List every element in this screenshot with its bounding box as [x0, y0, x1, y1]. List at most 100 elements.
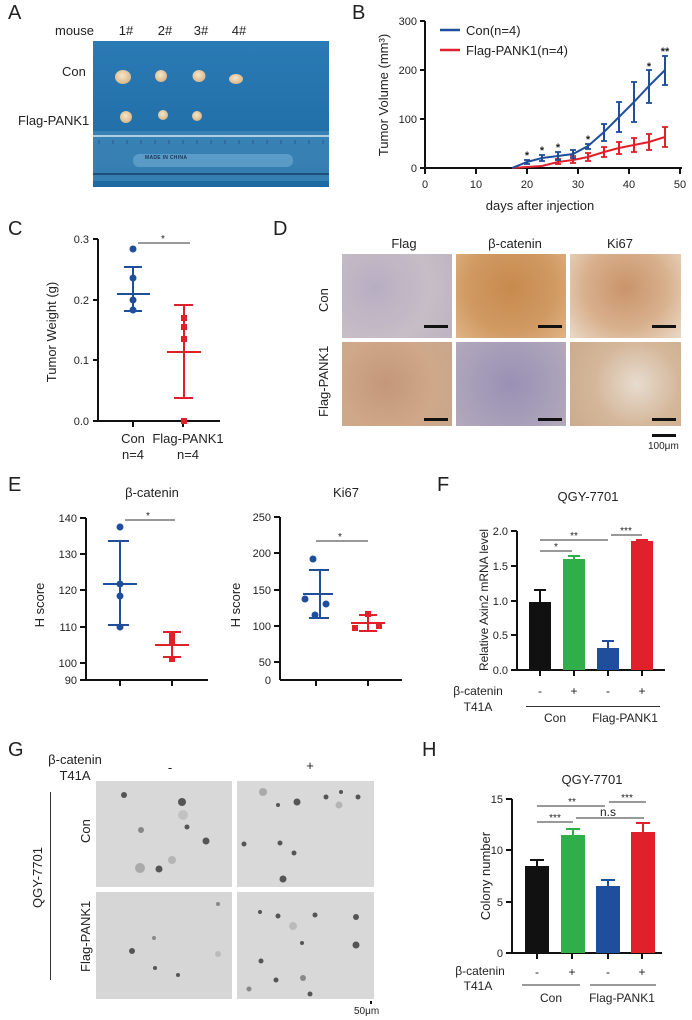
svg-text:250: 250: [253, 512, 271, 524]
ruler-text: MADE IN CHINA: [145, 155, 188, 161]
svg-text:0.3: 0.3: [74, 234, 89, 246]
svg-text:150: 150: [253, 585, 271, 597]
col-label-plus: +: [306, 758, 314, 773]
t41a-label-h: T41A: [463, 979, 493, 993]
scale-bar: [424, 418, 448, 421]
svg-text:0: 0: [422, 179, 428, 191]
svg-text:100: 100: [253, 621, 271, 633]
svg-text:Flag-PANK1: Flag-PANK1: [152, 431, 223, 446]
svg-text:β-catenin: β-catenin: [455, 964, 505, 978]
svg-text:n.s: n.s: [600, 805, 616, 819]
svg-text:50: 50: [674, 179, 686, 191]
mouse-1-label: 1#: [118, 23, 134, 38]
scale-bar: [652, 325, 676, 328]
panel-label-e: E: [8, 474, 22, 496]
svg-text:0.0: 0.0: [493, 665, 508, 677]
svg-text:110: 110: [59, 622, 77, 634]
t41a-label-f: T41A: [463, 700, 493, 714]
mouse-2-label: 2#: [157, 23, 173, 38]
svg-text:2.0: 2.0: [493, 526, 508, 538]
svg-text:100: 100: [59, 658, 77, 670]
svg-text:0.5: 0.5: [493, 630, 508, 642]
group-line-pank1: [592, 706, 660, 707]
svg-text:n=4: n=4: [177, 447, 199, 460]
group-label-pank1-h: Flag-PANK1: [589, 991, 655, 1005]
svg-text:Con(n=4): Con(n=4): [466, 23, 521, 38]
svg-text:10: 10: [470, 179, 482, 191]
svg-text:Ki67: Ki67: [333, 485, 359, 500]
svg-text:5: 5: [497, 897, 503, 909]
svg-text:+: +: [638, 965, 645, 979]
svg-text:-: -: [606, 965, 610, 979]
svg-text:Tumor Weight (g): Tumor Weight (g): [44, 282, 59, 382]
row-label-flag-pank1: Flag-PANK1: [316, 345, 331, 417]
col-label-minus: -: [167, 760, 173, 775]
panel-label-a: A: [8, 2, 22, 24]
row-label-flag-pank1: Flag-PANK1: [18, 113, 90, 128]
panel-label-d: D: [273, 218, 288, 240]
colony-bar-chart: QGY-7701 15 10 5 0 Colony number: [455, 772, 662, 986]
svg-text:*: *: [540, 145, 545, 157]
colony-photos: [96, 781, 374, 999]
svg-text:**: **: [568, 797, 576, 808]
ihc-pank1-flag: [342, 342, 452, 426]
svg-text:15: 15: [491, 794, 503, 806]
tumor-photo: [93, 41, 329, 187]
scale-bar: [424, 325, 448, 328]
ihc-con-beta-catenin: [456, 254, 566, 338]
svg-text:Con: Con: [121, 431, 145, 446]
svg-text:30: 30: [572, 179, 584, 191]
svg-text:n=4: n=4: [122, 447, 144, 460]
row-label-flag-pank1: Flag-PANK1: [78, 900, 93, 972]
svg-text:*: *: [554, 542, 558, 553]
scale-bar-g: [370, 1001, 372, 1004]
svg-text:0: 0: [411, 163, 417, 175]
svg-text:0.0: 0.0: [74, 416, 89, 428]
group-label-con: Con: [543, 711, 567, 725]
row-label-con: Con: [316, 288, 331, 312]
svg-text:***: ***: [621, 793, 633, 804]
svg-text:300: 300: [399, 16, 417, 28]
svg-text:H score: H score: [228, 583, 243, 628]
svg-text:*: *: [161, 234, 165, 245]
svg-text:40: 40: [623, 179, 635, 191]
row-label-con: Con: [78, 819, 93, 843]
group-line-con: [526, 706, 592, 707]
panel-label-b: B: [352, 2, 366, 24]
svg-text:-: -: [538, 684, 542, 698]
ihc-pank1-ki67: [570, 342, 681, 426]
scale-bar: [538, 418, 562, 421]
ihc-con-ki67: [570, 254, 681, 338]
svg-text:QGY-7701: QGY-7701: [558, 489, 619, 504]
svg-text:Relative Axin2 mRNA level: Relative Axin2 mRNA level: [477, 529, 491, 671]
ihc-con-flag: [342, 254, 452, 338]
svg-text:-: -: [535, 965, 539, 979]
axin2-bar-chart: QGY-7701 2.0 1.5 1.0 0.5 0.0 Relative Axin2…: [453, 489, 665, 698]
mouse-4-label: 4#: [231, 23, 247, 38]
svg-text:QGY-7701: QGY-7701: [562, 772, 623, 787]
svg-text:0: 0: [265, 675, 271, 687]
mouse-header: mouse: [55, 23, 95, 38]
panel-label-c: C: [8, 218, 23, 240]
panel-label-g: G: [8, 739, 24, 761]
svg-text:*: *: [146, 511, 150, 522]
svg-text:Colony number: Colony number: [478, 831, 493, 920]
col-label-flag: Flag: [391, 236, 417, 251]
scale-bar-label: 100μm: [648, 441, 679, 452]
svg-text:140: 140: [59, 513, 77, 525]
group-label-pank1: Flag-PANK1: [592, 711, 658, 725]
svg-text:+: +: [570, 684, 577, 698]
svg-text:+: +: [568, 965, 575, 979]
panel-label-h: H: [422, 739, 437, 761]
svg-text:20: 20: [521, 179, 533, 191]
group-label-con-h: Con: [539, 991, 563, 1005]
svg-text:130: 130: [59, 549, 77, 561]
svg-text:100: 100: [399, 114, 417, 126]
svg-text:+: +: [638, 684, 645, 698]
svg-text:***: ***: [549, 813, 561, 824]
svg-text:200: 200: [399, 65, 417, 77]
scale-bar-label-g: 50μm: [354, 1006, 380, 1017]
y-axis-label: Tumor Volume (mm³): [376, 34, 391, 156]
